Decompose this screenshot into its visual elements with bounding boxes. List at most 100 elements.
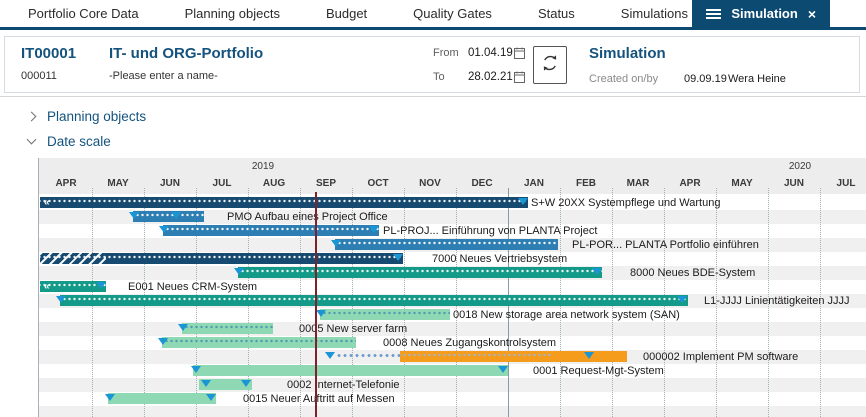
gantt-bar[interactable] — [40, 253, 403, 264]
gantt-chart: 2019 2020 APR MAY JUN JUL AUG SEP OCT NOV DEC JAN FE… — [0, 158, 866, 417]
gantt-bar[interactable] — [335, 239, 558, 250]
task-label: 7000 Neues Vertriebsystem — [432, 253, 568, 265]
month-label: AUG — [262, 178, 286, 189]
section-date-scale-label: Date scale — [47, 133, 111, 149]
milestone-icon[interactable] — [191, 366, 201, 373]
from-label: From — [433, 47, 459, 59]
to-date-field[interactable]: 28.02.21 — [468, 71, 513, 83]
hamburger-icon[interactable] — [706, 8, 722, 19]
milestone-icon[interactable] — [316, 310, 326, 317]
gantt-row — [38, 406, 866, 417]
dotted-link-segment — [336, 353, 400, 358]
nav-item-portfolio-core-data[interactable]: Portfolio Core Data — [28, 6, 139, 21]
milestone-icon[interactable] — [129, 212, 139, 219]
gantt-bar[interactable] — [40, 197, 528, 208]
section-planning-objects[interactable]: Planning objects — [26, 107, 147, 125]
gantt-row — [38, 378, 866, 392]
from-date-field[interactable]: 01.04.19 — [468, 47, 513, 59]
nav-item-planning-objects[interactable]: Planning objects — [184, 6, 280, 21]
milestone-icon[interactable] — [201, 380, 211, 387]
rewind-chevrons-icon: « — [44, 281, 49, 292]
simulation-id: 000011 — [21, 70, 57, 82]
month-label: DEC — [471, 178, 493, 189]
month-label: MAR — [626, 178, 650, 189]
refresh-icon — [540, 53, 560, 78]
timeline-header — [38, 158, 866, 194]
nav-item-simulations[interactable]: Simulations — [620, 6, 688, 21]
milestone-icon[interactable] — [325, 352, 335, 359]
milestone-icon[interactable] — [171, 212, 181, 219]
milestone-icon[interactable] — [234, 268, 244, 275]
milestone-icon[interactable] — [498, 366, 508, 373]
chevron-right-icon — [26, 111, 37, 122]
month-label: NOV — [419, 178, 441, 189]
task-label: PL-POR... PLANTA Portfolio einführen — [572, 239, 759, 251]
gantt-row — [38, 210, 866, 224]
gantt-bar[interactable] — [199, 379, 252, 390]
gantt-bar[interactable] — [40, 281, 106, 292]
milestone-icon[interactable] — [677, 296, 687, 303]
milestone-icon[interactable] — [592, 268, 602, 275]
month-label: FEB — [576, 178, 596, 189]
calendar-icon[interactable] — [514, 70, 525, 88]
milestone-icon[interactable] — [158, 338, 168, 345]
created-on-by-label: Created on/by — [589, 73, 659, 85]
created-by: Wera Heine — [728, 73, 786, 85]
gantt-bar[interactable] — [182, 323, 273, 334]
milestone-icon[interactable] — [369, 226, 379, 233]
milestone-icon[interactable] — [584, 352, 594, 359]
month-label: JUL — [836, 178, 856, 189]
milestone-icon[interactable] — [56, 296, 66, 303]
gantt-bar[interactable] — [193, 365, 508, 376]
nav-item-budget[interactable]: Budget — [325, 6, 368, 21]
task-label: 0018 New storage area network system (SA… — [453, 309, 680, 321]
chart-left-border — [38, 158, 39, 417]
to-label: To — [433, 71, 445, 83]
gantt-bar[interactable] — [238, 267, 602, 278]
grid-line — [716, 188, 717, 417]
task-label: S+W 20XX Systempflege und Wartung — [531, 197, 721, 209]
month-label: JUN — [159, 178, 180, 189]
task-label: E001 Neues CRM-System — [128, 281, 257, 293]
task-label: 000002 Implement PM software — [643, 351, 799, 363]
milestone-icon[interactable] — [105, 394, 115, 401]
milestone-icon[interactable] — [331, 240, 341, 247]
nav-item-status[interactable]: Status — [537, 6, 575, 21]
header-area: IT00001 IT- und ORG-Portfolio 000011 -Pl… — [0, 33, 866, 97]
gantt-bar[interactable] — [163, 225, 379, 236]
close-icon[interactable]: × — [807, 5, 816, 22]
gantt-bar[interactable] — [108, 393, 216, 404]
gantt-bar[interactable] — [133, 211, 204, 222]
year-label: 2020 — [788, 161, 812, 172]
gantt-bar[interactable] — [162, 337, 356, 348]
grid-line — [820, 188, 821, 417]
calendar-icon[interactable] — [514, 46, 525, 64]
milestone-icon[interactable] — [178, 324, 188, 331]
milestone-icon[interactable] — [96, 282, 106, 289]
task-label: 8000 Neues BDE-System — [630, 267, 756, 279]
task-label: PL-PROJ... Einführung von PLANTA Project — [383, 225, 598, 237]
section-planning-label: Planning objects — [47, 108, 147, 124]
tab-simulation[interactable]: Simulation × — [692, 0, 830, 27]
milestone-icon[interactable] — [241, 380, 251, 387]
task-label: 0015 Neuer Auftritt auf Messen — [243, 393, 395, 405]
simulation-name-placeholder[interactable]: -Please enter a name- — [109, 70, 218, 82]
nav-item-quality-gates[interactable]: Quality Gates — [413, 6, 492, 21]
gantt-bar[interactable] — [320, 309, 450, 320]
gantt-row — [38, 308, 866, 322]
tab-simulation-label: Simulation — [731, 6, 798, 21]
milestone-icon[interactable] — [518, 198, 528, 205]
task-label: L1-JJJJ Linientätigkeiten JJJJ — [704, 295, 850, 307]
gantt-bar[interactable] — [60, 295, 688, 306]
month-label: MAY — [107, 178, 129, 189]
milestone-icon[interactable] — [206, 394, 216, 401]
milestone-icon[interactable] — [159, 226, 169, 233]
refresh-button[interactable] — [533, 46, 567, 84]
month-label: SEP — [315, 178, 336, 189]
created-date: 09.09.19 — [684, 73, 727, 85]
milestone-icon[interactable] — [393, 254, 403, 261]
task-label: 0001 Request-Mgt-System — [533, 365, 664, 377]
section-date-scale[interactable]: Date scale — [26, 132, 111, 150]
portfolio-name: IT- und ORG-Portfolio — [109, 45, 264, 62]
